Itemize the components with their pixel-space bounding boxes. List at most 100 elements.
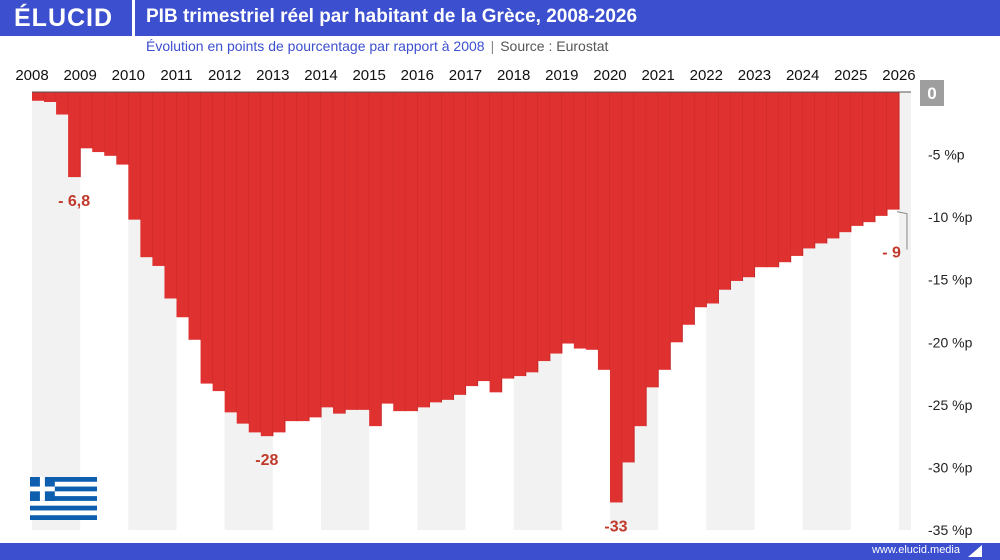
bar [224, 92, 238, 413]
bar [537, 92, 551, 362]
annotation-label: - 6,8 [58, 193, 90, 210]
bar [597, 92, 611, 370]
bar [838, 92, 852, 233]
bar [742, 92, 756, 278]
x-tick-label: 2026 [882, 67, 915, 84]
y-tick-label: -20 %p [928, 334, 973, 350]
annotation-label: -28 [255, 452, 278, 469]
bar [850, 92, 864, 226]
x-tick-label: 2024 [786, 67, 819, 84]
y-tick-label: -5 %p [928, 147, 965, 163]
bar [176, 92, 190, 318]
bar [489, 92, 503, 393]
bar [393, 92, 406, 412]
bar [826, 92, 840, 239]
bar [381, 92, 394, 404]
x-tick-label: 2017 [449, 67, 482, 84]
chart-subtitle: Évolution en points de pourcentage par r… [146, 38, 608, 54]
x-tick-label: 2009 [63, 67, 96, 84]
bar [585, 92, 599, 350]
bar [32, 92, 45, 101]
bar [200, 92, 214, 384]
x-tick-label: 2021 [641, 67, 674, 84]
bar [802, 92, 816, 249]
annotation-label: - 9 [882, 245, 901, 262]
bar [561, 92, 575, 344]
bar [56, 92, 69, 115]
bar [152, 92, 166, 266]
bar [778, 92, 792, 263]
bar [622, 92, 635, 463]
bar [874, 92, 888, 216]
bar [886, 92, 900, 210]
x-tick-label: 2010 [112, 67, 145, 84]
subtitle-description: Évolution en points de pourcentage par r… [146, 38, 485, 54]
bar [405, 92, 418, 412]
y-tick-label: -30 %p [928, 459, 973, 475]
bar [694, 92, 707, 308]
y-tick-label: -15 %p [928, 272, 973, 288]
logo-divider [132, 0, 135, 36]
y-tick-label: -35 %p [928, 522, 973, 538]
bar [670, 92, 683, 343]
bar [609, 92, 623, 503]
footer-bar [0, 543, 1000, 560]
bar [862, 92, 876, 223]
x-tick-label: 2015 [352, 67, 385, 84]
bar [706, 92, 719, 304]
x-tick-label: 2022 [690, 67, 723, 84]
annotations-group: - 6,8 -28 -33 - 9 [58, 193, 908, 535]
bar [646, 92, 659, 388]
bar [465, 92, 479, 387]
x-tick-label: 2020 [593, 67, 626, 84]
x-tick-label: 2012 [208, 67, 241, 84]
year-band [898, 92, 911, 530]
x-tick-label: 2013 [256, 67, 289, 84]
x-axis-ticks: 2008 2009 2010 2011 2012 2013 2014 2015 2016 2017… [15, 67, 915, 84]
y-tick-label: -10 %p [928, 209, 973, 225]
bar [573, 92, 587, 349]
bar [188, 92, 202, 340]
elucid-logo: ÉLUCID [14, 4, 114, 32]
bar [92, 92, 105, 153]
bar [320, 92, 334, 408]
bar [345, 92, 358, 410]
bar [429, 92, 442, 403]
bar [814, 92, 828, 244]
x-tick-label: 2016 [401, 67, 434, 84]
bar [369, 92, 382, 427]
footer-url[interactable]: www.elucid.media [871, 544, 960, 556]
bar [80, 92, 93, 149]
bar [104, 92, 117, 156]
bar [730, 92, 744, 281]
y-axis-ticks: 0 -5 %p -10 %p -15 %p -20 %p -25 %p -30 %p -35 … [920, 80, 973, 538]
bar [248, 92, 262, 433]
zero-badge [920, 80, 944, 106]
chart-title: PIB trimestriel réel par habitant de la … [146, 6, 638, 27]
bar [718, 92, 731, 290]
x-tick-label: 2019 [545, 67, 578, 84]
annotation-label: -33 [604, 518, 627, 535]
bar [658, 92, 671, 370]
subtitle-separator: | [490, 38, 495, 54]
bars-group [32, 91, 911, 503]
bar [453, 92, 467, 395]
bar [333, 92, 346, 414]
x-tick-label: 2008 [15, 67, 48, 84]
bar [441, 92, 455, 400]
bar [513, 92, 527, 377]
bar [236, 92, 250, 424]
y-tick-label: 0 [927, 84, 936, 103]
bar [284, 92, 298, 422]
bar [116, 92, 129, 165]
header-bar [0, 0, 1000, 36]
x-tick-label: 2025 [834, 67, 867, 84]
bar [140, 92, 154, 258]
bar [549, 92, 563, 354]
bar [44, 92, 57, 103]
annotation-leader-line [896, 211, 908, 250]
bar [296, 92, 310, 422]
bar [501, 92, 515, 379]
bar [272, 92, 286, 433]
